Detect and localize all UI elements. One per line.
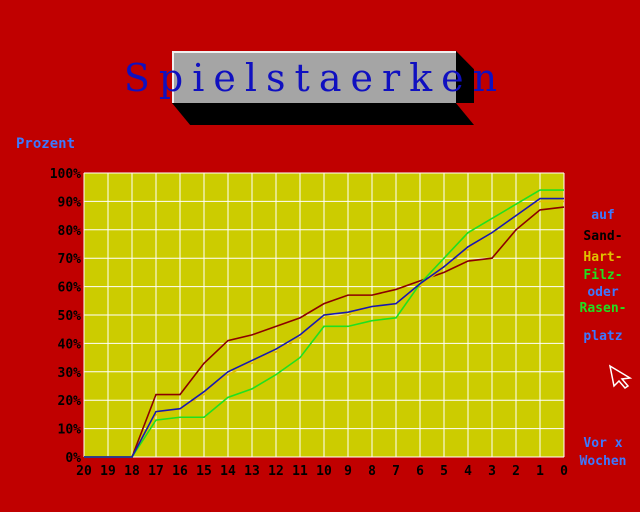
x-tick-label: 19 (100, 464, 116, 479)
x-tick-label: 14 (220, 464, 236, 479)
legend-sand: Sand- (583, 229, 623, 244)
x-tick-label: 0 (560, 464, 568, 479)
y-axis-label: Prozent (16, 136, 76, 152)
legend-hart: Hart- (583, 250, 623, 265)
legend-filz: Filz- (583, 268, 623, 283)
x-tick-label: 9 (344, 464, 352, 479)
label-platz: platz (583, 329, 623, 344)
x-tick-label: 5 (440, 464, 448, 479)
series-line-hart (84, 200, 564, 458)
x-tick-label: 11 (292, 464, 308, 479)
mouse-pointer-icon (608, 364, 633, 389)
x-tick-label: 12 (268, 464, 284, 479)
x-axis-label-bottom: Wochen (579, 454, 627, 469)
x-tick-label: 20 (76, 464, 92, 479)
x-tick-label: 8 (368, 464, 376, 479)
x-tick-label: 3 (488, 464, 496, 479)
x-tick-label: 17 (148, 464, 164, 479)
x-tick-label: 15 (196, 464, 212, 479)
title-shadow (172, 103, 474, 125)
x-tick-label: 1 (536, 464, 544, 479)
page-title: Spielstaerken (124, 51, 497, 103)
x-tick-label: 10 (316, 464, 332, 479)
series-line-filz (84, 189, 564, 458)
y-tick-label: 70% (58, 252, 82, 267)
x-tick-label: 6 (416, 464, 424, 479)
y-tick-label: 90% (58, 195, 82, 210)
y-tick-label: 0% (65, 451, 81, 466)
x-tick-label: 13 (244, 464, 260, 479)
x-tick-label: 4 (464, 464, 472, 479)
y-tick-label: 20% (58, 394, 82, 409)
y-tick-label: 10% (58, 423, 82, 438)
x-tick-label: 18 (124, 464, 140, 479)
y-tick-label: 30% (58, 366, 82, 381)
legend-rasen: Rasen- (579, 301, 627, 316)
y-tick-label: 40% (58, 337, 82, 352)
y-tick-label: 100% (50, 167, 81, 182)
x-axis-label-top: Vor x (583, 436, 623, 451)
y-tick-label: 80% (58, 224, 82, 239)
label-oder: oder (587, 285, 619, 300)
y-tick-label: 50% (58, 309, 82, 324)
label-auf: auf (591, 208, 615, 223)
x-tick-label: 7 (392, 464, 400, 479)
series-line-sand (84, 206, 565, 458)
x-tick-label: 16 (172, 464, 188, 479)
y-tick-label: 60% (58, 281, 82, 296)
series-line-rasen (84, 197, 564, 458)
x-tick-label: 2 (512, 464, 520, 479)
